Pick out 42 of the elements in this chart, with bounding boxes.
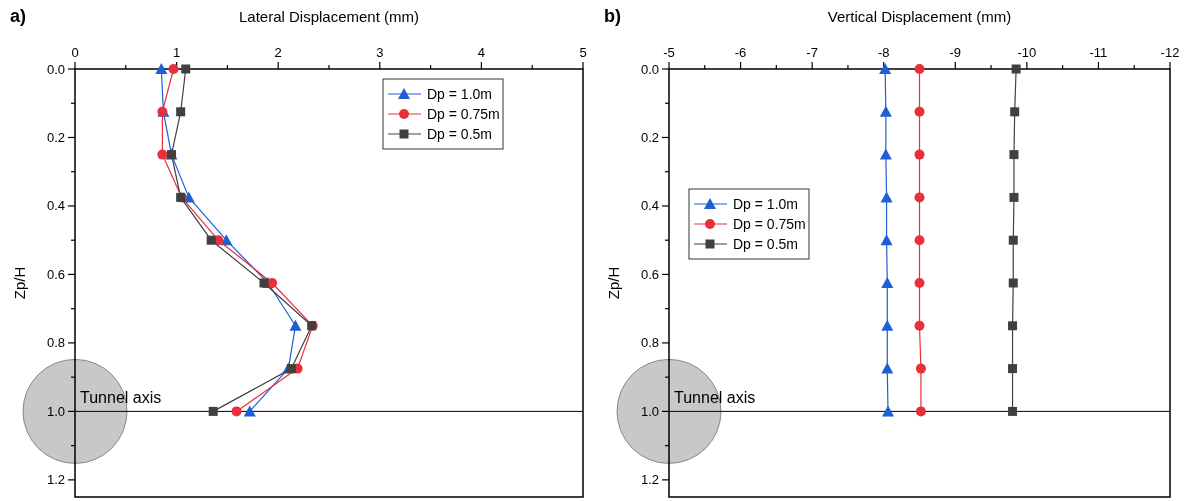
ref-line-label: Tunnel axis: [80, 389, 162, 407]
x-tick-label: -11: [1089, 45, 1108, 60]
y-tick-label: 0.2: [46, 129, 65, 145]
y-tick-label: 1.0: [46, 403, 65, 419]
y-tick-label: 0.6: [640, 266, 659, 282]
legend-label: Dp = 1.0m: [427, 86, 492, 102]
y-tick-label: 1.2: [640, 472, 659, 488]
x-axis-title: Lateral Displacement (mm): [238, 8, 420, 25]
x-tick-label: -12: [1160, 45, 1180, 60]
y-tick-label: 0.4: [46, 198, 65, 214]
y-axis-title: Zp/H: [11, 266, 28, 300]
x-axis-title: Vertical Displacement (mm): [827, 8, 1012, 25]
y-tick-label: 0.8: [640, 335, 659, 351]
y-tick-label: 1.0: [640, 403, 659, 419]
x-tick-label: -8: [877, 45, 890, 60]
legend-label: Dp = 0.75m: [427, 106, 500, 122]
y-tick-label: 1.2: [46, 472, 65, 488]
y-tick-label: 0.0: [640, 61, 659, 77]
x-tick-label: -9: [949, 45, 962, 60]
x-tick-label: 5: [579, 45, 587, 60]
x-tick-label: 4: [477, 45, 486, 60]
legend-label: Dp = 0.5m: [733, 236, 798, 252]
x-tick-label: 1: [172, 45, 181, 60]
ref-line-label: Tunnel axis: [674, 389, 756, 407]
y-tick-label: 0.8: [46, 335, 65, 351]
chart-title: a): [10, 6, 27, 26]
y-tick-label: 0.4: [640, 198, 659, 214]
y-axis-title: Zp/H: [605, 266, 622, 300]
y-tick-label: 0.6: [46, 266, 65, 282]
legend-label: Dp = 1.0m: [733, 196, 798, 212]
x-tick-label: 0: [71, 45, 79, 60]
x-tick-label: 2: [274, 45, 282, 60]
y-tick-label: 0.2: [640, 129, 659, 145]
x-tick-label: -5: [663, 45, 675, 60]
x-tick-label: 3: [376, 45, 384, 60]
legend-label: Dp = 0.75m: [733, 216, 806, 232]
x-tick-label: -7: [806, 45, 818, 60]
x-tick-label: -10: [1017, 45, 1037, 60]
chart-title: b): [604, 6, 621, 26]
legend-label: Dp = 0.5m: [427, 126, 492, 142]
y-tick-label: 0.0: [46, 61, 65, 77]
x-tick-label: -6: [734, 45, 747, 60]
